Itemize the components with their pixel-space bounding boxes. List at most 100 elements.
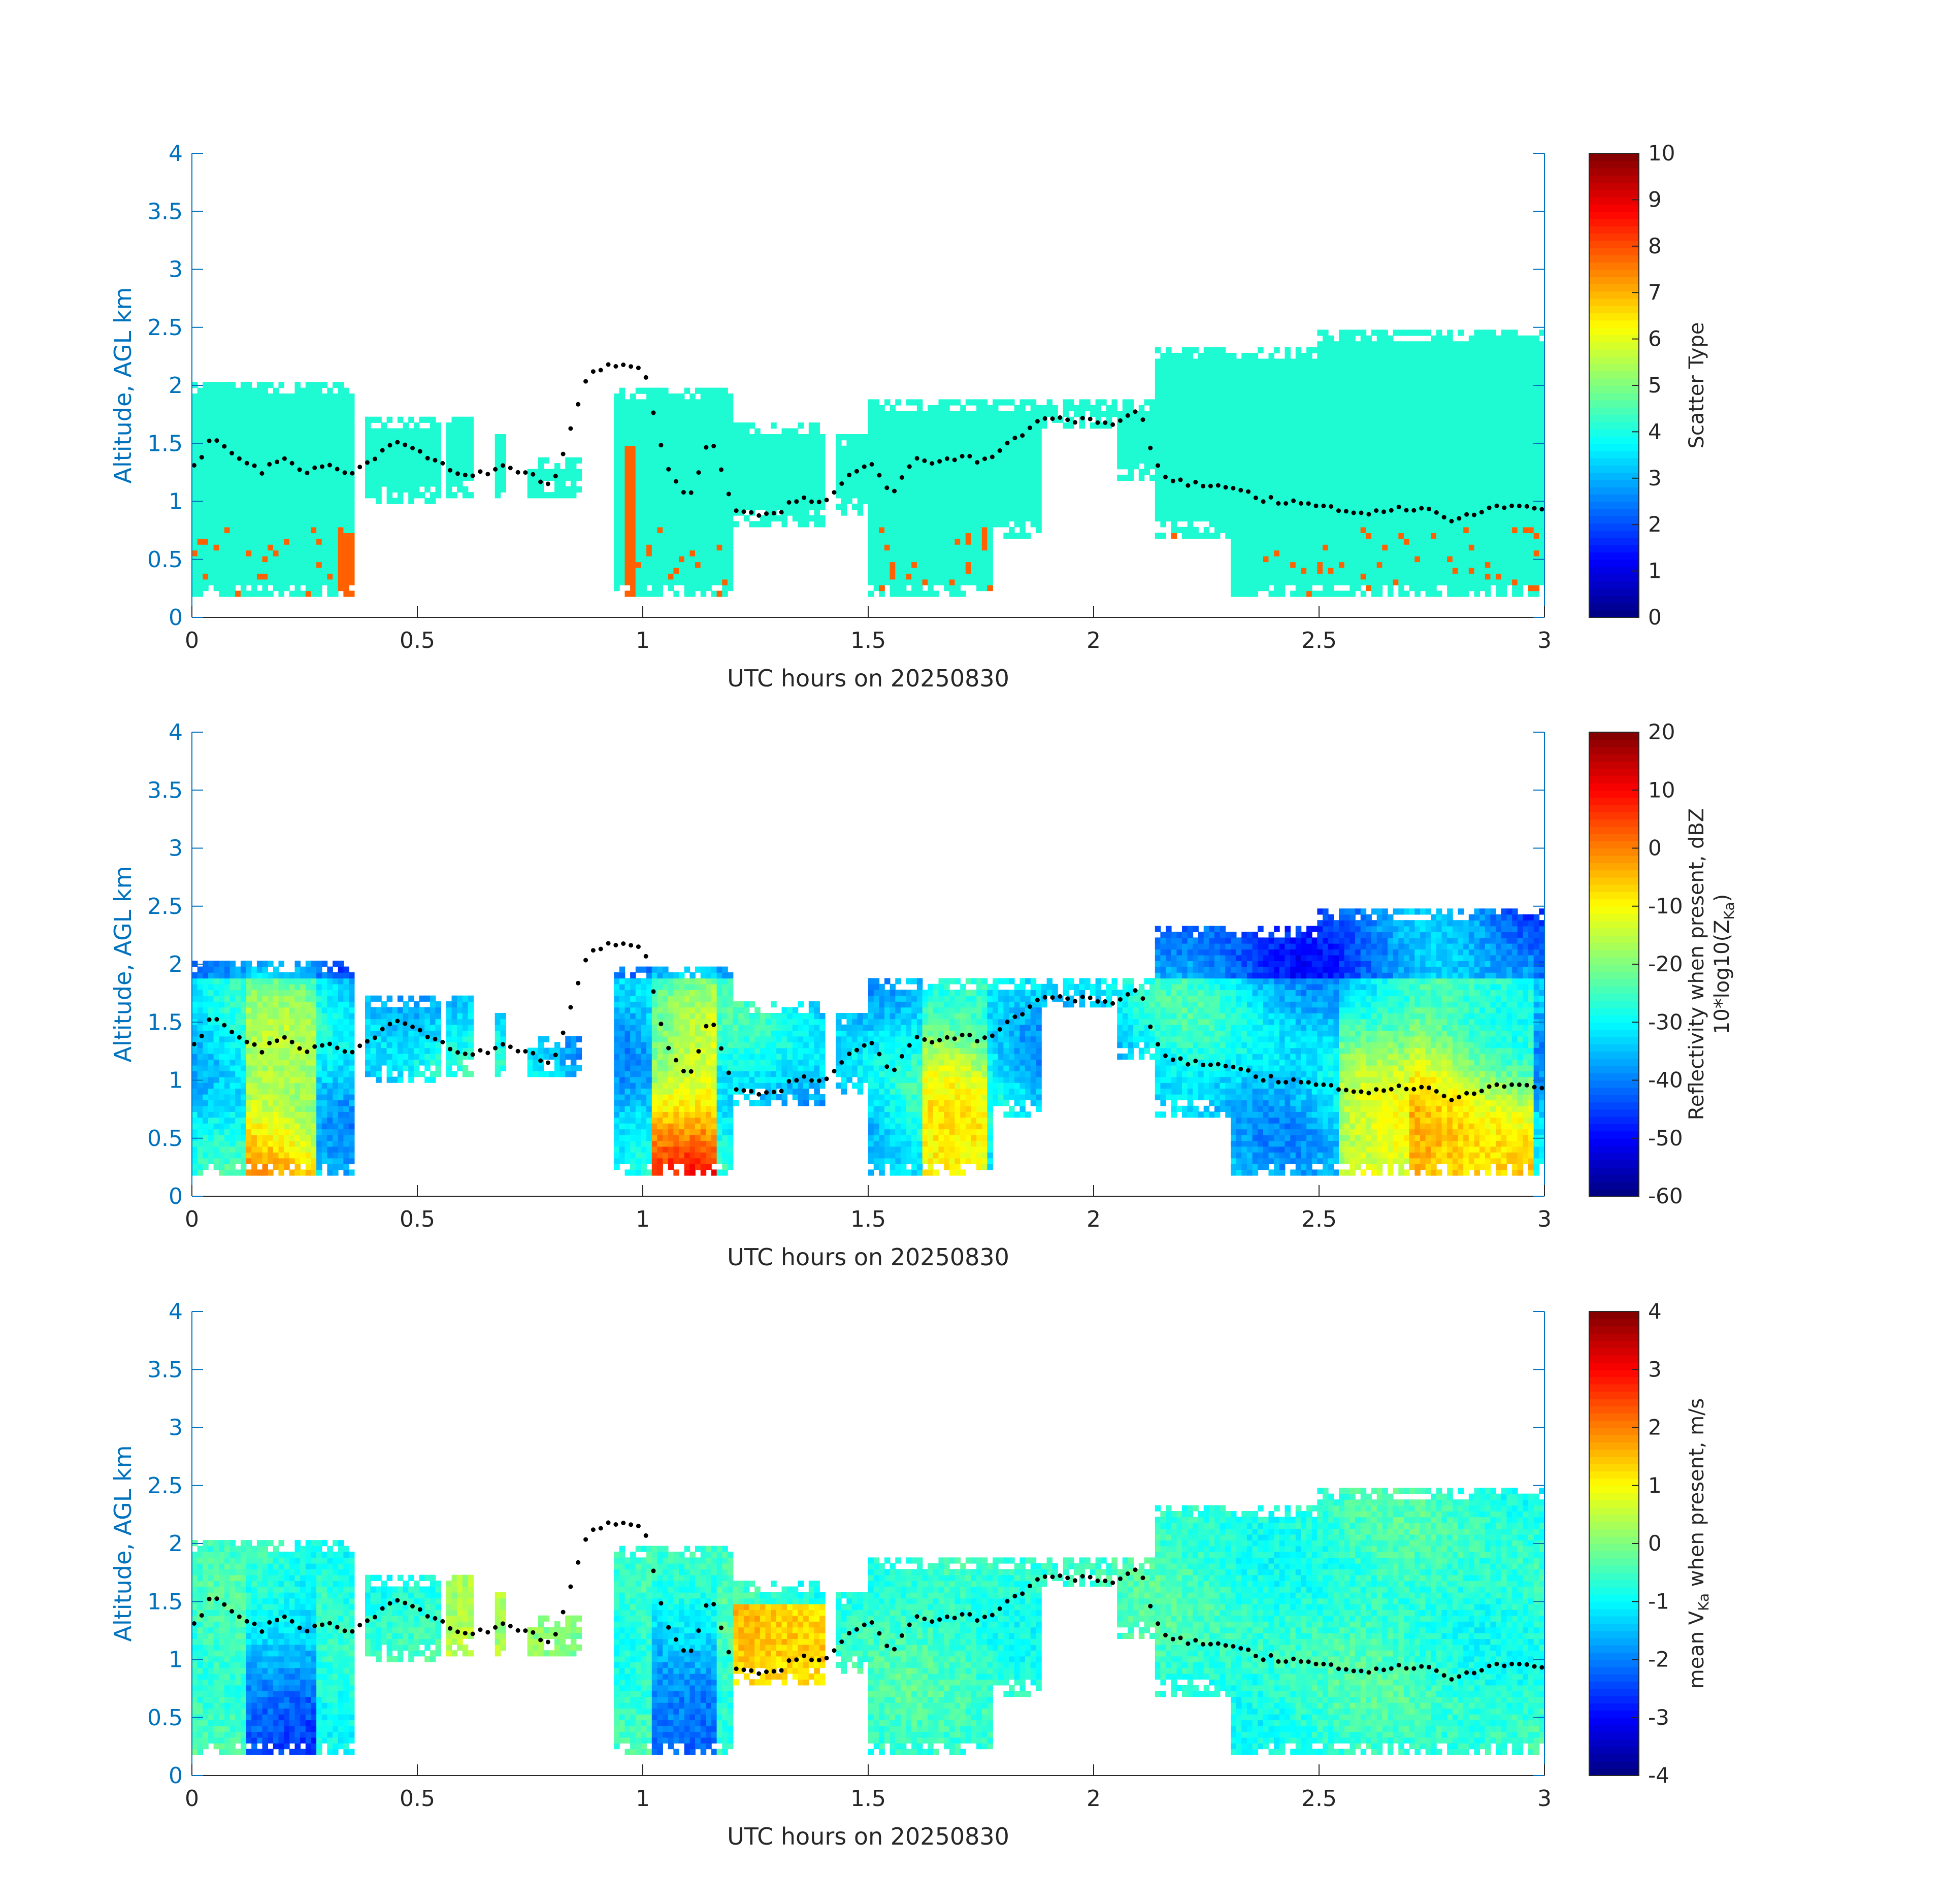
heatmap-cell: [300, 550, 306, 556]
heatmap-cell: [1204, 388, 1210, 394]
heatmap-cell: [960, 568, 966, 574]
heatmap-cell: [879, 492, 885, 498]
heatmap-cell: [1279, 358, 1286, 365]
heatmap-cell: [711, 498, 717, 504]
heatmap-cell: [1285, 399, 1291, 405]
heatmap-cell: [1274, 527, 1280, 533]
heatmap-cell: [1176, 498, 1182, 504]
heatmap-cell: [874, 533, 880, 539]
heatmap-cell: [219, 457, 225, 464]
heatmap-cell: [203, 550, 209, 556]
heatmap-cell: [673, 573, 679, 579]
heatmap-cell: [901, 579, 907, 585]
heatmap-cell: [711, 469, 717, 475]
heatmap-cell: [944, 422, 950, 429]
heatmap-cell: [771, 463, 777, 469]
heatmap-cell: [419, 475, 425, 481]
heatmap-cell: [327, 539, 333, 545]
heatmap-cell: [1328, 451, 1334, 457]
heatmap-cell: [452, 422, 458, 429]
heatmap-cell: [1236, 388, 1242, 394]
heatmap-cell: [998, 486, 1004, 493]
heatmap-cell: [890, 411, 896, 417]
heatmap-cell: [1155, 399, 1161, 405]
heatmap-cell: [1279, 585, 1286, 591]
heatmap-cell: [1253, 544, 1259, 550]
heatmap-cell: [706, 562, 712, 568]
heatmap-cell: [722, 446, 728, 452]
heatmap-cell: [728, 429, 734, 435]
heatmap-cell: [1160, 382, 1166, 388]
heatmap-cell: [1160, 440, 1166, 446]
heatmap-cell: [333, 440, 339, 446]
heatmap-cell: [1155, 417, 1161, 423]
heatmap-cell: [1182, 463, 1188, 469]
heatmap-cell: [874, 550, 880, 556]
heatmap-cell: [744, 457, 750, 464]
heatmap-cell: [1274, 480, 1280, 486]
heatmap-cell: [868, 451, 874, 457]
heatmap-cell: [701, 463, 707, 469]
heatmap-cell: [906, 498, 912, 504]
heatmap-cell: [971, 422, 977, 429]
heatmap-cell: [987, 480, 993, 486]
heatmap-cell: [1214, 388, 1221, 394]
heatmap-cell: [408, 429, 414, 435]
heatmap-cell: [717, 388, 723, 394]
heatmap-cell: [430, 492, 436, 498]
heatmap-cell: [1285, 405, 1291, 411]
heatmap-cell: [1241, 399, 1247, 405]
heatmap-cell: [1279, 486, 1286, 493]
heatmap-cell: [884, 422, 891, 429]
heatmap-cell: [1236, 422, 1242, 429]
heatmap-cell: [192, 533, 198, 539]
heatmap-cell: [1128, 417, 1134, 423]
heatmap-cell: [949, 440, 956, 446]
heatmap-cell: [1188, 457, 1194, 464]
heatmap-cell: [1198, 469, 1204, 475]
heatmap-cell: [1247, 539, 1253, 545]
heatmap-cell: [1160, 515, 1166, 521]
heatmap-cell: [966, 469, 972, 475]
heatmap-cell: [1253, 480, 1259, 486]
heatmap-cell: [1247, 417, 1253, 423]
heatmap-cell: [911, 492, 917, 498]
heatmap-cell: [1296, 382, 1302, 388]
heatmap-cell: [381, 475, 387, 481]
heatmap-cell: [306, 533, 312, 539]
heatmap-cell: [198, 446, 204, 452]
heatmap-cell: [803, 515, 809, 521]
heatmap-cell: [198, 515, 204, 521]
heatmap-cell: [333, 417, 339, 423]
heatmap-cell: [1290, 504, 1296, 510]
heatmap-cell: [549, 469, 555, 475]
heatmap-cell: [673, 579, 679, 585]
heatmap-cell: [1139, 475, 1145, 481]
heatmap-cell: [993, 463, 999, 469]
heatmap-cell: [230, 544, 236, 550]
heatmap-cell: [1241, 376, 1247, 382]
heatmap-cell: [306, 382, 312, 388]
heatmap-cell: [457, 451, 463, 457]
heatmap-cell: [1128, 429, 1134, 435]
heatmap-cell: [306, 573, 312, 579]
heatmap-cell: [738, 422, 744, 429]
heatmap-cell: [1068, 405, 1074, 411]
heatmap-cell: [1301, 429, 1307, 435]
heatmap-cell: [987, 550, 993, 556]
heatmap-cell: [1241, 539, 1247, 545]
heatmap-cell: [230, 475, 236, 481]
heatmap-cell: [1263, 451, 1269, 457]
heatmap-cell: [273, 568, 279, 574]
heatmap-cell: [1231, 405, 1237, 411]
heatmap-cell: [311, 475, 317, 481]
heatmap-cell: [257, 405, 263, 411]
heatmap-cell: [657, 562, 663, 568]
heatmap-cell: [1003, 521, 1009, 527]
heatmap-cell: [1225, 417, 1231, 423]
heatmap-cell: [879, 533, 885, 539]
heatmap-cell: [1269, 475, 1275, 481]
heatmap-cell: [636, 562, 642, 568]
heatmap-cell: [327, 446, 333, 452]
heatmap-cell: [1182, 492, 1188, 498]
